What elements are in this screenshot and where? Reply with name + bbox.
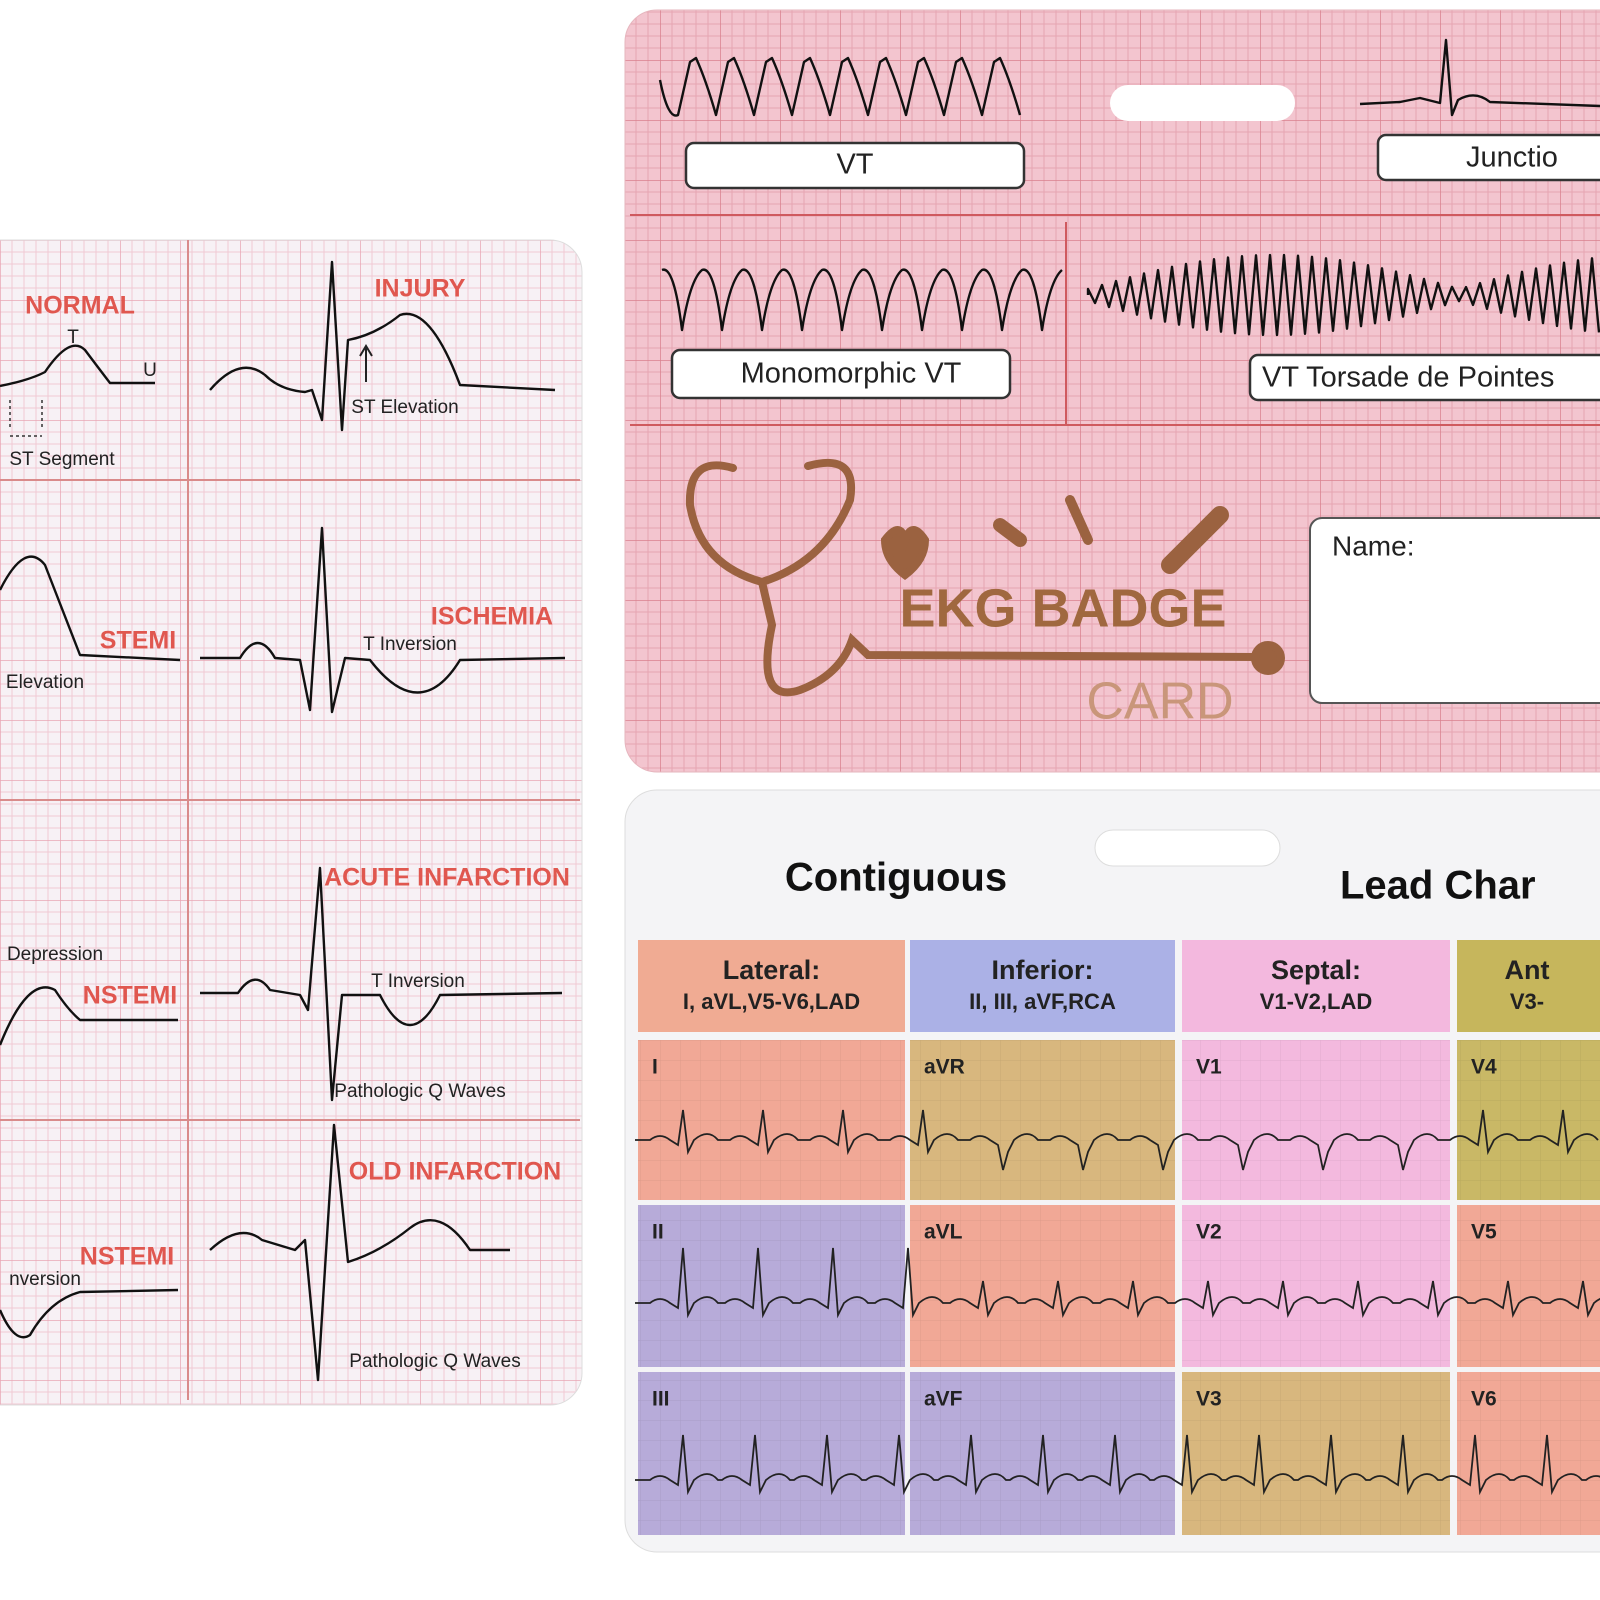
wave-label: Elevation xyxy=(6,672,84,693)
group-name: Lateral: xyxy=(723,955,821,985)
label-box xyxy=(670,348,1012,400)
ecg-wave xyxy=(0,344,155,388)
wave-label: T Inversion xyxy=(371,971,465,992)
lead-name: aVR xyxy=(924,1056,965,1079)
group-leads: V1-V2,LAD xyxy=(1260,989,1372,1014)
lead-cell-grid xyxy=(1457,1205,1600,1367)
lead-cell-grid xyxy=(910,1205,1175,1367)
lead-name: V3 xyxy=(1196,1388,1222,1411)
diagnostic-card: NORMAL T U ST Segment INJURY ST Elevatio… xyxy=(0,239,583,1406)
lead-cell-grid xyxy=(1182,1205,1450,1367)
panel-title: STEMI xyxy=(100,627,176,655)
wave-label: Pathologic Q Waves xyxy=(349,1351,520,1372)
lead-cell-grid xyxy=(638,1205,905,1367)
group-name: Ant xyxy=(1505,955,1550,985)
wave-label: U xyxy=(143,360,157,381)
logo-subtitle: CARD xyxy=(1086,673,1233,731)
ecg-wave xyxy=(0,986,178,1046)
wave-label: Pathologic Q Waves xyxy=(334,1081,505,1102)
ecg-trace xyxy=(635,1247,1600,1319)
lead-name: aVL xyxy=(924,1221,963,1244)
rhythm-label: VT Torsade de Pointes xyxy=(1262,362,1554,394)
ecg-wave xyxy=(0,555,181,662)
group-header xyxy=(1457,940,1600,1032)
panel-title: NSTEMI xyxy=(80,1243,174,1271)
panel-title: NSTEMI xyxy=(83,982,177,1010)
panel-title: INJURY xyxy=(375,275,466,303)
wave-label: ST Elevation xyxy=(351,397,458,418)
group-name: Septal: xyxy=(1271,955,1361,985)
name-box xyxy=(1309,517,1600,704)
group-name: Inferior: xyxy=(991,955,1093,985)
lead-cell-grid xyxy=(1182,1372,1450,1535)
lead-name: III xyxy=(652,1388,670,1411)
ecg-wave xyxy=(0,1288,179,1339)
lead-name: V5 xyxy=(1471,1221,1497,1244)
rhythm-label: Junctio xyxy=(1466,142,1558,174)
lead-name: I xyxy=(652,1056,658,1079)
label-box xyxy=(684,141,1026,190)
label-box xyxy=(1376,133,1600,182)
card-body xyxy=(0,239,583,1406)
lead-cell-grid xyxy=(638,1040,905,1200)
lead-name: II xyxy=(652,1221,664,1244)
ecg-trace xyxy=(635,1109,1599,1171)
card-title: Lead Char xyxy=(1340,864,1536,908)
lead-name: V4 xyxy=(1471,1056,1497,1079)
arrow xyxy=(359,344,373,382)
ecg-wave xyxy=(200,526,566,714)
ecg-wave xyxy=(658,56,1022,117)
lead-cell-grid xyxy=(1457,1372,1600,1535)
wave-label: Depression xyxy=(7,944,103,965)
ecg-wave xyxy=(200,866,563,1102)
lead-card: Contiguous Lead Char Lateral: I, aVL,V5-V… xyxy=(624,789,1600,1553)
wave-label: nversion xyxy=(9,1269,81,1290)
group-leads: I, aVL,V5-V6,LAD xyxy=(683,989,860,1014)
lead-cell-grid xyxy=(1182,1040,1450,1200)
lead-name: V1 xyxy=(1196,1056,1222,1079)
lead-cell-grid xyxy=(910,1372,1175,1535)
ecg-wave xyxy=(209,260,556,432)
ecg-wave xyxy=(1086,253,1600,337)
group-leads: V3- xyxy=(1510,989,1544,1014)
panel-title: NORMAL xyxy=(25,292,135,320)
panel-title: ACUTE INFARCTION xyxy=(324,864,570,892)
ecg-trace xyxy=(635,1434,1600,1496)
wave-label: T Inversion xyxy=(363,634,457,655)
label-box xyxy=(1248,353,1600,402)
ecg-wave xyxy=(1359,38,1600,117)
logo-title: EKG BADGE xyxy=(899,578,1226,638)
badge-slot xyxy=(1110,85,1295,121)
group-leads: II, III, aVF,RCA xyxy=(969,989,1116,1014)
ecg-wave xyxy=(661,268,1063,332)
card-title: Contiguous xyxy=(785,856,1007,900)
lead-name: V2 xyxy=(1196,1221,1222,1244)
panel-title: ISCHEMIA xyxy=(431,603,553,631)
lead-grid: Lateral: I, aVL,V5-V6,LAD Inferior: II, III… xyxy=(635,940,1600,1535)
rhythm-label: VT xyxy=(836,149,873,181)
rhythm-label: Monomorphic VT xyxy=(741,358,962,390)
badge-card: VT Junctio Monomorphic VT VT Torsade de … xyxy=(624,9,1600,773)
panel-dividers xyxy=(0,240,580,1400)
group-header xyxy=(1182,940,1450,1032)
stethoscope-logo xyxy=(685,458,1285,697)
section-dividers xyxy=(630,214,1600,426)
group-header xyxy=(638,940,905,1032)
lead-name: aVF xyxy=(924,1388,963,1411)
lead-name: V6 xyxy=(1471,1388,1497,1411)
lead-cell-grid xyxy=(638,1372,905,1535)
wave-label: T xyxy=(67,327,79,348)
panel-title: OLD INFARCTION xyxy=(349,1158,562,1186)
group-header xyxy=(910,940,1175,1032)
name-label: Name: xyxy=(1332,530,1414,561)
segment-marker xyxy=(9,400,43,437)
ecg-wave xyxy=(209,1123,510,1382)
wave-label: ST Segment xyxy=(9,449,115,470)
lead-cell-grid xyxy=(910,1040,1175,1200)
badge-slot xyxy=(1094,829,1281,867)
